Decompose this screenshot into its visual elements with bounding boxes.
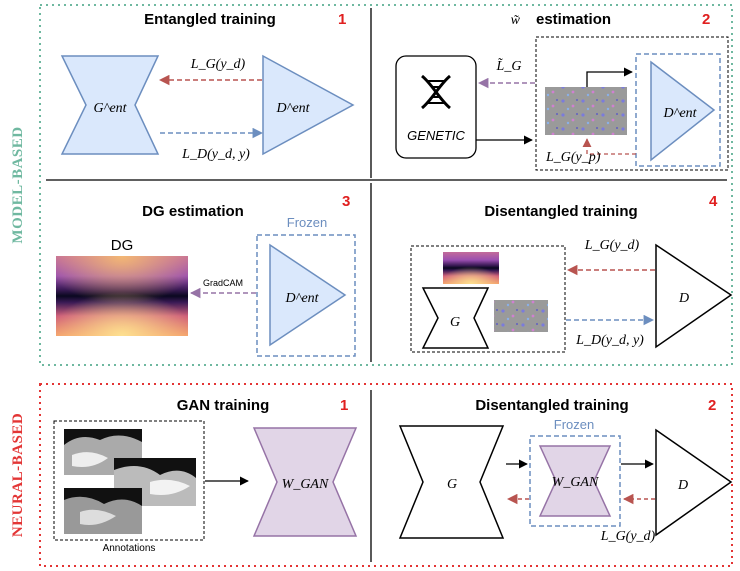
loss-label-top: L_G(y_d): [584, 238, 640, 253]
panel-title: estimation: [536, 11, 611, 28]
model-based-border: [39, 4, 733, 366]
gradcam-label: GradCAM: [203, 278, 243, 288]
loss-label: L̃_G: [496, 58, 522, 74]
generator-shape: [421, 287, 490, 349]
loss-label-bottom: L_D(y_d, y): [181, 147, 250, 162]
genetic-box: [395, 55, 477, 159]
image-to-discriminator-arrow: [586, 67, 633, 87]
step-number: 4: [709, 193, 718, 210]
discriminator-label: D^ent: [662, 106, 697, 121]
panel-gan-training: GAN training 1 Annotations W_GAN: [53, 397, 358, 554]
discriminator-shape: [269, 243, 347, 347]
dg-heatmap: [56, 256, 188, 336]
discriminator-label: D: [678, 291, 689, 306]
panel-title: DG estimation: [142, 203, 244, 220]
wgan-network-shape: [538, 445, 612, 517]
panel-title: Disentangled training: [475, 397, 628, 414]
genetic-label: GENETIC: [407, 128, 465, 143]
step-number: 3: [342, 193, 350, 210]
generator-shape: [398, 425, 505, 539]
small-loss-label: L_G(y_p): [545, 150, 601, 165]
loss-label: L_G(y_d): [600, 529, 656, 544]
dg-heatmap-label: DG: [111, 237, 134, 254]
generator-label: G: [447, 477, 457, 492]
frozen-box: [256, 234, 356, 357]
neural-based-label: NEURAL-BASED: [10, 413, 26, 537]
annotations-images: [64, 429, 196, 534]
panel-w-estimation: w̃ estimation 2 GENETIC D^ent L̃_G L_G(y…: [395, 11, 729, 171]
wgan-label: W_GAN: [282, 477, 329, 492]
discriminator-label: D^ent: [275, 101, 310, 116]
panel-entangled-training: Entangled training 1 G^ent D^ent L_G(y_d…: [60, 11, 355, 162]
noise-sample-image: [494, 300, 548, 332]
neural-based-border: [39, 383, 733, 567]
panel-title: GAN training: [177, 397, 270, 414]
generator-label: G: [450, 315, 460, 330]
panel-title: Disentangled training: [484, 203, 637, 220]
discriminator-shape: [650, 60, 716, 162]
generator-label: G^ent: [93, 101, 127, 116]
discriminator-label: D: [677, 478, 688, 493]
loss-label-bottom: L_D(y_d, y): [575, 333, 644, 348]
panel-disentangled-training-model: Disentangled training 4 G D L_G(y_d) L_D…: [410, 193, 733, 353]
dg-heatmap-small: [443, 252, 499, 284]
annotations-box: [53, 420, 205, 541]
discriminator-shape: [262, 54, 355, 156]
estimation-dashed-box: [535, 36, 729, 171]
w-tilde-symbol: w̃: [511, 13, 521, 28]
panel-title: Entangled training: [144, 11, 276, 28]
noise-sample-image: [545, 87, 627, 135]
panel-disentangled-training-neural: Disentangled training 2 G Frozen W_GAN D…: [398, 397, 733, 544]
generator-shape: [60, 55, 160, 155]
wgan-label: W_GAN: [552, 475, 599, 490]
step-number: 1: [338, 11, 346, 28]
loss-label-top: L_G(y_d): [190, 57, 246, 72]
step-number: 2: [702, 11, 710, 28]
frozen-label: Frozen: [287, 215, 327, 230]
discriminator-shape: [655, 243, 733, 349]
step-number: 1: [340, 397, 348, 414]
wgan-network-shape: [252, 427, 358, 537]
annotations-label: Annotations: [103, 543, 156, 554]
model-based-label: MODEL-BASED: [10, 126, 26, 243]
discriminator-shape: [655, 428, 733, 537]
frozen-box: [529, 435, 621, 527]
step-number: 2: [708, 397, 716, 414]
frozen-discriminator-box: [635, 53, 721, 167]
frozen-label: Frozen: [554, 417, 594, 432]
small-loss-arrow: [582, 138, 636, 155]
dna-icon: [421, 74, 451, 110]
discriminator-label: D^ent: [284, 291, 319, 306]
generator-output-box: [410, 245, 566, 353]
panel-dg-estimation: DG estimation 3 DG Frozen D^ent GradCAM: [56, 193, 356, 357]
